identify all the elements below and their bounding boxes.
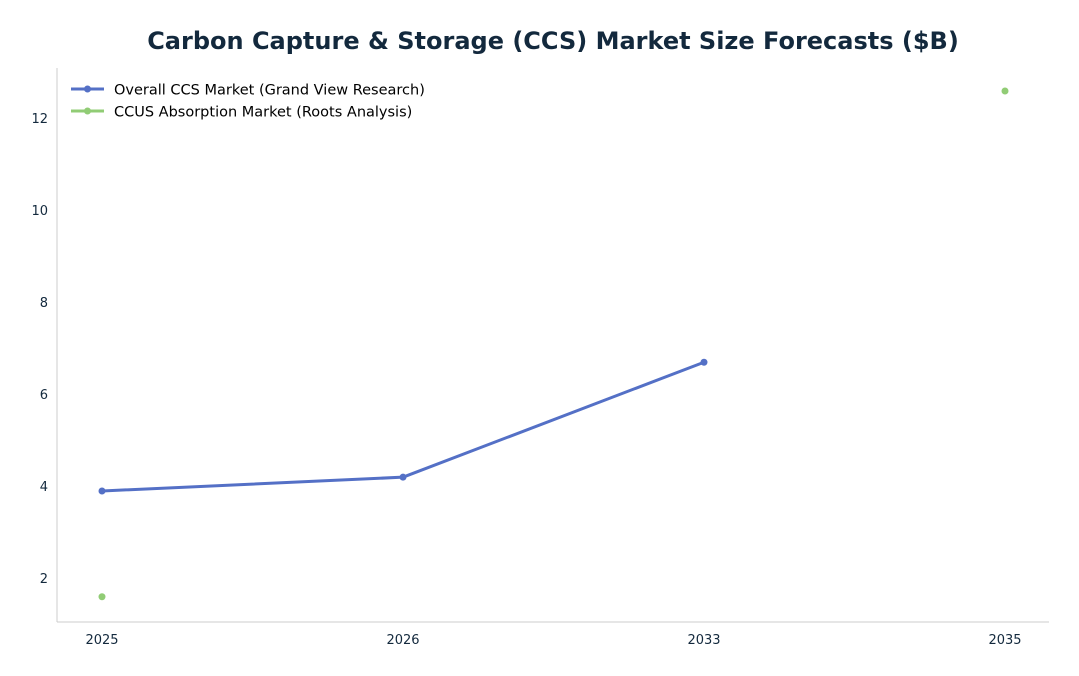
axes [56,68,1049,623]
series-2 [98,87,1009,601]
y-tick-label: 6 [40,388,48,403]
series-layer [98,87,1009,601]
series-1 [98,358,708,495]
y-tick-label: 8 [40,296,48,311]
y-tick-label: 10 [31,204,48,219]
data-point [98,593,106,601]
chart-title: Carbon Capture & Storage (CCS) Market Si… [147,27,959,55]
legend-marker [84,85,91,93]
tick-labels: 2 4 6 8 10 12 2025 2026 2033 2035 [31,112,1021,648]
x-tick-label: 2026 [386,633,419,648]
data-point [700,358,708,366]
data-point [1001,87,1009,95]
x-tick-label: 2035 [988,633,1021,648]
data-point [98,487,106,495]
series-line [100,360,706,493]
legend-item: Overall CCS Market (Grand View Research) [71,83,425,99]
legend: Overall CCS Market (Grand View Research)… [71,83,425,121]
legend-marker [84,107,91,115]
legend-label: Overall CCS Market (Grand View Research) [114,83,425,99]
x-tick-label: 2025 [85,633,118,648]
data-point [399,473,407,481]
y-tick-label: 12 [31,112,48,127]
y-tick-label: 4 [40,480,48,495]
legend-label: CCUS Absorption Market (Roots Analysis) [114,105,412,121]
legend-item: CCUS Absorption Market (Roots Analysis) [71,105,412,121]
y-tick-label: 2 [40,572,48,587]
x-tick-label: 2033 [687,633,720,648]
